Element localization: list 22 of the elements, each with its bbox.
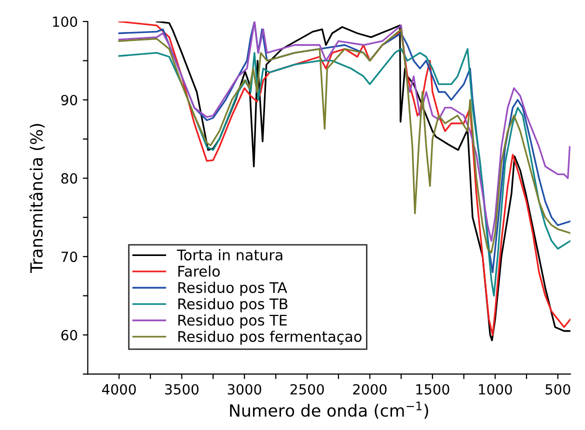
- y-tick-label: 70: [61, 252, 78, 262]
- legend-label: Torta in natura: [176, 249, 282, 260]
- x-tick-label: 3000: [228, 384, 262, 395]
- legend-label: Farelo: [178, 265, 220, 277]
- y-tick-label: 90: [61, 94, 78, 106]
- x-tick-label: 2000: [353, 384, 387, 395]
- y-tick-label: 100: [53, 16, 78, 27]
- legend-label: Residuo pos TE: [178, 314, 287, 328]
- x-tick-label: 2500: [290, 384, 324, 395]
- y-tick-label: 60: [61, 330, 78, 340]
- x-tick-label: 4000: [102, 384, 136, 395]
- legend-label: Residuo pos TB: [178, 298, 288, 312]
- x-tick-label: 500: [546, 384, 570, 395]
- x-axis-title: Numero de onda (cm$^{−1}$): [230, 402, 428, 419]
- line-series: [118, 48, 570, 297]
- legend-label: Residuo pos TA: [178, 282, 288, 296]
- x-tick-label: 1000: [479, 384, 512, 395]
- x-tick-label: 3500: [165, 384, 199, 395]
- legend-label: Residuo pos fermentaçao: [178, 330, 362, 345]
- x-tick-label: 1500: [416, 384, 450, 395]
- y-tick-label: 80: [61, 173, 78, 184]
- y-axis-title: Transmitância (%): [29, 124, 45, 274]
